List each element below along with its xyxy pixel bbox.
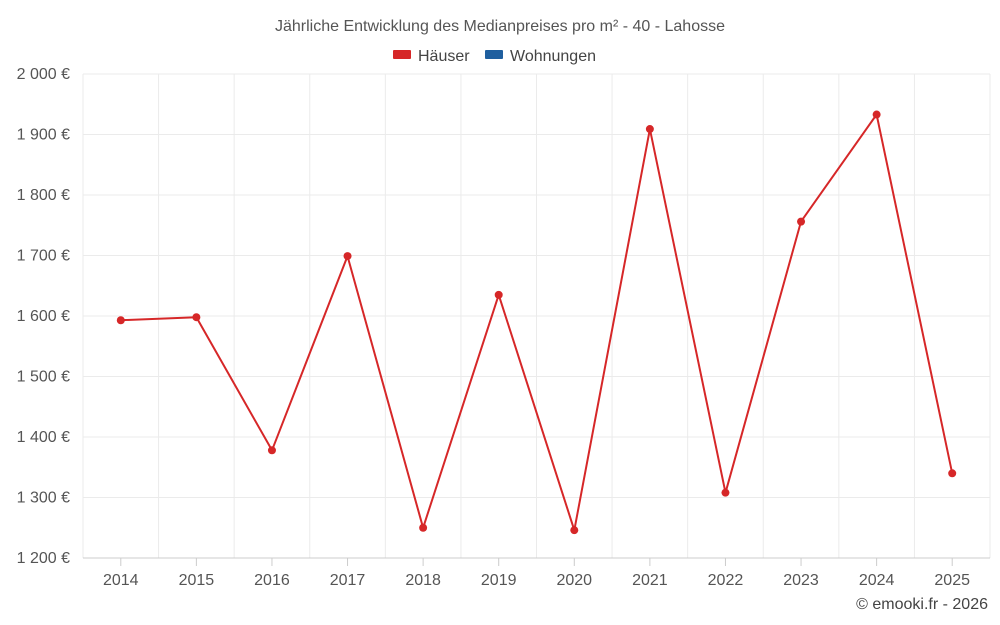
y-tick-label: 1 200 € [17, 550, 70, 567]
legend-item-haeuser[interactable]: Häuser [393, 48, 470, 65]
legend-label-haeuser: Häuser [418, 48, 470, 65]
y-tick-label: 1 900 € [17, 127, 70, 144]
x-tick-label: 2023 [783, 572, 819, 589]
credit-text: © emooki.fr - 2026 [856, 596, 988, 613]
x-tick-label: 2022 [708, 572, 744, 589]
x-tick-label: 2024 [859, 572, 895, 589]
grid [82, 73, 991, 559]
legend-label-wohnungen: Wohnungen [510, 48, 596, 65]
x-axis: 2014 2015 2016 2017 2018 2019 2020 2021 2022 2023… [83, 557, 990, 589]
data-point[interactable] [797, 217, 806, 226]
y-tick-label: 1 700 € [17, 248, 70, 265]
y-tick-label: 1 600 € [17, 308, 70, 325]
data-point[interactable] [872, 110, 881, 119]
data-point[interactable] [948, 469, 957, 478]
data-point[interactable] [116, 316, 125, 325]
y-axis: 1 200 € 1 300 € 1 400 € 1 500 € 1 600 € 1 700… [17, 66, 70, 567]
legend: Häuser Wohnungen [393, 48, 596, 65]
x-tick-label: 2016 [254, 572, 290, 589]
data-point[interactable] [494, 290, 503, 299]
x-tick-label: 2025 [934, 572, 970, 589]
x-tick-label: 2019 [481, 572, 517, 589]
series-points [116, 110, 957, 535]
x-tick-label: 2014 [103, 572, 139, 589]
x-tick-label: 2015 [179, 572, 215, 589]
x-tick-label: 2020 [556, 572, 592, 589]
data-point[interactable] [645, 125, 654, 134]
legend-swatch-haeuser [393, 50, 411, 59]
data-point[interactable] [343, 252, 352, 261]
data-point[interactable] [419, 523, 428, 532]
data-point[interactable] [192, 313, 201, 322]
data-point[interactable] [721, 488, 730, 497]
y-tick-label: 1 500 € [17, 369, 70, 386]
chart-title: Jährliche Entwicklung des Medianpreises … [275, 18, 725, 35]
y-tick-label: 1 300 € [17, 490, 70, 507]
y-tick-label: 2 000 € [17, 66, 70, 83]
x-tick-label: 2021 [632, 572, 668, 589]
legend-item-wohnungen[interactable]: Wohnungen [485, 48, 596, 65]
legend-swatch-wohnungen [485, 50, 503, 59]
y-tick-label: 1 800 € [17, 187, 70, 204]
x-tick-label: 2018 [405, 572, 441, 589]
data-point[interactable] [267, 446, 276, 455]
y-tick-label: 1 400 € [17, 429, 70, 446]
data-point[interactable] [570, 526, 579, 535]
series-line-0 [120, 113, 954, 532]
x-tick-label: 2017 [330, 572, 366, 589]
series-lines [120, 113, 954, 532]
